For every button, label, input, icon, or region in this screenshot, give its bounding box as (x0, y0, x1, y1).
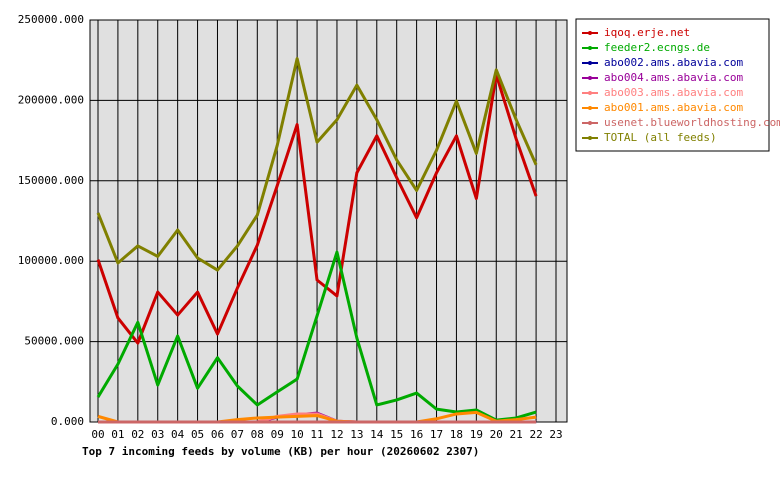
y-tick-label: 150000.000 (18, 174, 84, 187)
x-tick-label: 23 (549, 428, 562, 441)
x-tick-label: 12 (330, 428, 343, 441)
legend-box (575, 18, 770, 152)
x-tick-label: 13 (350, 428, 363, 441)
x-tick-label: 04 (171, 428, 185, 441)
x-tick-label: 11 (310, 428, 323, 441)
series-line (96, 73, 538, 345)
x-tick-label: 02 (131, 428, 144, 441)
legend-label: usenet.blueworldhosting.com (604, 116, 780, 129)
x-tick-label: 18 (450, 428, 463, 441)
legend-label: abo003.ams.abavia.com (604, 86, 743, 99)
legend-marker (588, 46, 592, 50)
legend-label: TOTAL (all feeds) (604, 131, 717, 144)
legend-marker (588, 91, 592, 95)
legend-label: abo004.ams.abavia.com (604, 71, 743, 84)
y-tick-label: 100000.000 (18, 254, 84, 267)
series-line (96, 250, 537, 422)
x-tick-label: 10 (291, 428, 304, 441)
x-tick-label: 07 (231, 428, 244, 441)
x-tick-label: 06 (211, 428, 224, 441)
chart-title: Top 7 incoming feeds by volume (KB) per … (82, 445, 479, 458)
legend-marker (588, 121, 592, 125)
legend-label: iqoq.erje.net (604, 26, 690, 39)
x-tick-label: 20 (490, 428, 503, 441)
legend-marker (588, 61, 592, 65)
x-tick-label: 08 (251, 428, 264, 441)
x-tick-label: 16 (410, 428, 423, 441)
x-tick-label: 09 (271, 428, 284, 441)
y-tick-label: 200000.000 (18, 93, 84, 106)
legend-label: abo002.ams.abavia.com (604, 56, 743, 69)
x-tick-label: 00 (91, 428, 104, 441)
legend-label: feeder2.ecngs.de (604, 41, 710, 54)
y-tick-label: 50000.000 (24, 335, 84, 348)
x-tick-label: 05 (191, 428, 204, 441)
x-tick-label: 14 (370, 428, 384, 441)
x-tick-label: 03 (151, 428, 164, 441)
x-tick-label: 22 (529, 428, 542, 441)
y-tick-label: 0.000 (51, 415, 84, 428)
x-tick-label: 21 (510, 428, 523, 441)
legend-marker (588, 31, 592, 35)
series-line (96, 57, 538, 272)
x-tick-label: 17 (430, 428, 443, 441)
x-tick-label: 01 (111, 428, 124, 441)
legend-marker (588, 106, 592, 110)
legend-label: abo001.ams.abavia.com (604, 101, 743, 114)
y-tick-label: 250000.000 (18, 13, 84, 26)
x-tick-label: 19 (470, 428, 483, 441)
x-tick-label: 15 (390, 428, 403, 441)
legend-marker (588, 76, 592, 80)
legend-marker (588, 136, 592, 140)
